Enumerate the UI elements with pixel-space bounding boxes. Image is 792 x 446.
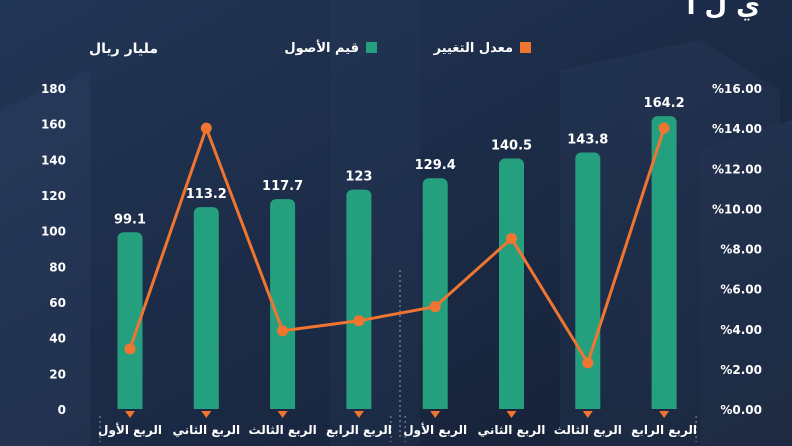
bar-base <box>575 403 601 409</box>
category-marker <box>353 411 364 418</box>
bar-value-label: 123 <box>345 170 372 185</box>
change-rate-point <box>277 325 289 337</box>
left-axis: 0 20 40 60 80 100 120 140 160 180 <box>41 82 66 417</box>
bar <box>422 178 448 409</box>
category-label: الربع الرابع <box>631 423 697 437</box>
bar <box>575 152 601 409</box>
bar-value-label: 140.5 <box>491 138 532 153</box>
bar <box>651 116 677 409</box>
change-rate-point <box>124 343 136 355</box>
category-marker <box>582 411 593 418</box>
category-label: الربع الأول <box>403 422 467 438</box>
category-labels: الربع الأول الربع الثاني الربع الثالث الربع… <box>98 411 697 442</box>
change-rate-point <box>200 122 212 134</box>
category-label: الربع الثالث <box>554 423 622 437</box>
category-marker <box>506 411 517 418</box>
bar-base <box>193 403 219 409</box>
change-rate-point <box>429 301 441 313</box>
right-axis-tick: %0.00 <box>720 403 762 417</box>
left-axis-tick: 40 <box>49 332 66 346</box>
category-marker <box>430 411 441 418</box>
change-rate-line <box>128 126 666 365</box>
category-label: الربع الأول <box>98 422 162 438</box>
bar <box>270 199 296 409</box>
legend-swatch-change <box>520 42 531 53</box>
left-axis-tick: 80 <box>49 260 66 274</box>
right-axis-tick: %12.00 <box>712 162 762 176</box>
right-axis-tick: %8.00 <box>720 243 762 257</box>
right-axis-tick: %16.00 <box>712 82 762 96</box>
right-axis: %0.00 %2.00 %4.00 %6.00 %8.00 %10.00 %12.00 %14… <box>712 82 762 417</box>
legend-label-assets: قيم الأصول <box>284 39 359 56</box>
bar-base <box>270 403 296 409</box>
left-axis-tick: 0 <box>58 403 66 417</box>
change-rate-point <box>658 122 670 134</box>
right-axis-tick: %10.00 <box>712 202 762 216</box>
bar-value-label: 129.4 <box>415 158 456 173</box>
category-label: الربع الثاني <box>172 423 240 437</box>
left-axis-tick: 20 <box>49 367 66 381</box>
left-axis-tick: 120 <box>41 189 66 203</box>
bar-base <box>651 403 677 409</box>
bar-series <box>117 116 677 409</box>
bar-base <box>117 403 143 409</box>
legend: معدل التغيير قيم الأصول <box>284 39 531 56</box>
change-rate-point <box>582 357 594 369</box>
year-group-bracket <box>404 416 697 442</box>
bar <box>193 207 219 409</box>
category-label: الربع الرابع <box>326 423 392 437</box>
bar-value-label: 117.7 <box>262 179 303 194</box>
header-title-fragment: ي ل ا <box>687 0 760 21</box>
left-axis-tick: 60 <box>49 296 66 310</box>
change-rate-point <box>353 315 365 327</box>
bar-base <box>422 403 448 409</box>
left-axis-unit: مليار ريال <box>89 41 158 57</box>
year-group-bracket <box>99 416 392 442</box>
category-marker <box>201 411 212 418</box>
left-axis-tick: 100 <box>41 225 66 239</box>
bar <box>346 189 372 409</box>
legend-swatch-assets <box>366 42 377 53</box>
right-axis-tick: %2.00 <box>720 363 762 377</box>
bar-value-label: 113.2 <box>186 187 227 202</box>
bar-value-label: 99.1 <box>114 212 146 227</box>
left-axis-tick: 160 <box>41 118 66 132</box>
category-marker <box>277 411 288 418</box>
bar <box>117 232 143 409</box>
category-label: الربع الثالث <box>248 423 316 437</box>
left-axis-tick: 140 <box>41 153 66 167</box>
legend-label-change: معدل التغيير <box>433 41 513 56</box>
bar-value-label: 143.8 <box>567 133 608 148</box>
bar <box>499 158 524 409</box>
change-rate-point <box>506 232 517 244</box>
category-marker <box>125 411 135 418</box>
right-axis-tick: %6.00 <box>720 283 762 297</box>
right-axis-tick: %14.00 <box>712 122 762 136</box>
category-label: الربع الثاني <box>478 423 546 437</box>
right-axis-tick: %4.00 <box>720 323 762 337</box>
line-series <box>124 122 670 369</box>
bar-base <box>499 403 524 409</box>
left-axis-tick: 180 <box>41 82 66 96</box>
category-marker <box>659 411 670 418</box>
bar-value-labels: 99.1 113.2 117.7 123 129.4 140.5 143.8 164.2 <box>114 96 685 227</box>
bar-base <box>346 403 372 409</box>
bar-value-label: 164.2 <box>644 96 685 111</box>
